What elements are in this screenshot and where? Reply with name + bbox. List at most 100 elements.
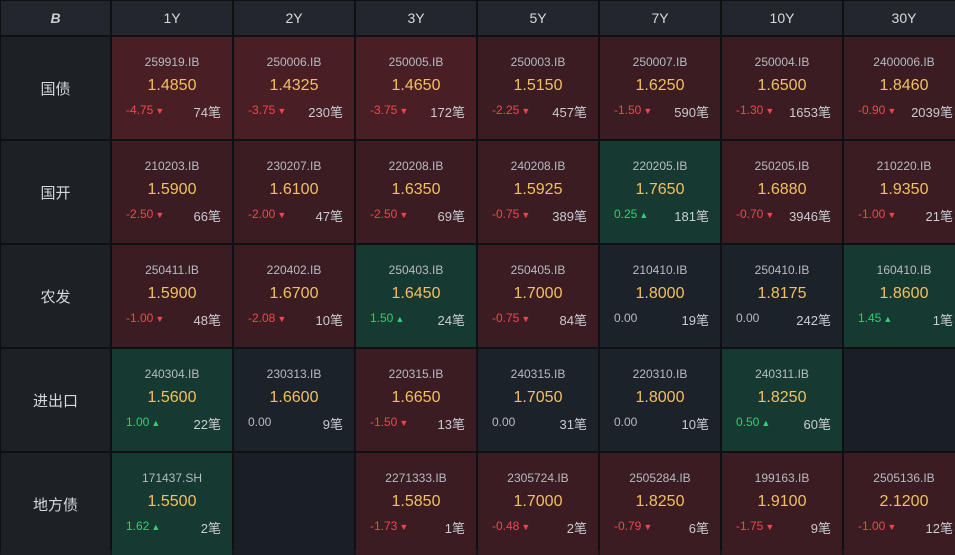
arrow-down-icon: ▼ [277,314,287,324]
bond-cell[interactable]: 210220.IB 1.9350 -1.00 ▼ 21笔 [844,141,955,243]
bond-cell[interactable]: 250005.IB 1.4650 -3.75 ▼ 172笔 [356,37,476,139]
yield-value: 1.7000 [513,285,563,302]
bond-cell[interactable]: 2271333.IB 1.5850 -1.73 ▼ 1笔 [356,453,476,555]
yield-change: -1.50 ▼ [370,415,408,429]
bond-code: 2305724.IB [507,471,569,485]
bond-cell[interactable]: 220205.IB 1.7650 0.25 ▲ 181笔 [600,141,720,243]
bond-cell[interactable]: 240304.IB 1.5600 1.00 ▲ 22笔 [112,349,232,451]
change-value: -1.00 [126,311,154,325]
bond-cell[interactable]: 250007.IB 1.6250 -1.50 ▼ 590笔 [600,37,720,139]
yield-change: 0.00 [614,311,637,325]
bond-cell[interactable]: 2505284.IB 1.8250 -0.79 ▼ 6笔 [600,453,720,555]
column-header-10y[interactable]: 10Y [722,1,842,35]
trade-count: 6笔 [688,521,709,536]
yield-change: -2.00 ▼ [248,207,286,221]
yield-change: -2.08 ▼ [248,311,286,325]
yield-value: 1.9350 [879,181,929,198]
trade-count: 84笔 [559,313,587,328]
yield-change: -0.75 ▼ [492,207,530,221]
yield-value: 1.5900 [147,285,197,302]
bond-code: 210410.IB [632,263,688,277]
bond-cell[interactable]: 259919.IB 1.4850 -4.75 ▼ 74笔 [112,37,232,139]
bond-code: 240208.IB [510,159,566,173]
yield-value: 1.6650 [391,389,441,406]
bond-code: 259919.IB [144,55,200,69]
yield-change: -0.75 ▼ [492,311,530,325]
yield-value: 1.4325 [269,77,319,94]
bond-cell[interactable]: 250003.IB 1.5150 -2.25 ▼ 457笔 [478,37,598,139]
bond-cell[interactable]: 250403.IB 1.6450 1.50 ▲ 24笔 [356,245,476,347]
yield-value: 1.6450 [391,285,441,302]
bond-code: 250004.IB [754,55,810,69]
bond-cell[interactable]: 250411.IB 1.5900 -1.00 ▼ 48笔 [112,245,232,347]
bond-cell[interactable]: 240311.IB 1.8250 0.50 ▲ 60笔 [722,349,842,451]
trade-count: 230笔 [308,105,343,120]
row-label[interactable]: 国开 [1,141,110,243]
bond-cell[interactable]: 220402.IB 1.6700 -2.08 ▼ 10笔 [234,245,354,347]
bond-code: 210220.IB [876,159,932,173]
bond-cell[interactable]: 230207.IB 1.6100 -2.00 ▼ 47笔 [234,141,354,243]
bond-cell[interactable]: 220315.IB 1.6650 -1.50 ▼ 13笔 [356,349,476,451]
yield-value: 1.5925 [513,181,563,198]
bond-cell[interactable]: 210203.IB 1.5900 -2.50 ▼ 66笔 [112,141,232,243]
row-label[interactable]: 国债 [1,37,110,139]
arrow-down-icon: ▼ [521,522,531,532]
bond-cell[interactable]: 210410.IB 1.8000 0.00 19笔 [600,245,720,347]
bond-code: 199163.IB [754,471,810,485]
bond-cell[interactable]: 240208.IB 1.5925 -0.75 ▼ 389笔 [478,141,598,243]
row-label[interactable]: 农发 [1,245,110,347]
yield-change: -1.30 ▼ [736,103,774,117]
bond-cell[interactable]: 2400006.IB 1.8460 -0.90 ▼ 2039笔 [844,37,955,139]
yield-value: 1.5500 [147,493,197,510]
bond-code: 220315.IB [388,367,444,381]
change-value: -1.75 [736,519,764,533]
yield-change: 0.00 [736,311,759,325]
yield-value: 1.4650 [391,77,441,94]
bond-cell[interactable]: 250205.IB 1.6880 -0.70 ▼ 3946笔 [722,141,842,243]
trade-count: 60笔 [803,417,831,432]
bond-code: 250403.IB [388,263,444,277]
change-value: -0.70 [736,207,764,221]
arrow-down-icon: ▼ [765,106,775,116]
bond-cell[interactable]: 230313.IB 1.6600 0.00 9笔 [234,349,354,451]
bond-cell[interactable]: 250405.IB 1.7000 -0.75 ▼ 84笔 [478,245,598,347]
row-label[interactable]: 地方债 [1,453,110,555]
bond-code: 210203.IB [144,159,200,173]
column-header-7y[interactable]: 7Y [600,1,720,35]
bond-code: 220205.IB [632,159,688,173]
bond-cell[interactable]: 240315.IB 1.7050 0.00 31笔 [478,349,598,451]
bond-code: 250411.IB [145,263,199,277]
column-header-3y[interactable]: 3Y [356,1,476,35]
bond-cell[interactable]: 160410.IB 1.8600 1.45 ▲ 1笔 [844,245,955,347]
bond-code: 230313.IB [266,367,322,381]
bond-cell[interactable]: 250006.IB 1.4325 -3.75 ▼ 230笔 [234,37,354,139]
row-label[interactable]: 进出口 [1,349,110,451]
trade-count: 1笔 [444,521,465,536]
change-value: -4.75 [126,103,154,117]
change-value: -1.50 [370,415,398,429]
bond-cell[interactable]: 220208.IB 1.6350 -2.50 ▼ 69笔 [356,141,476,243]
change-value: 0.00 [614,415,638,429]
change-value: 0.00 [736,311,760,325]
column-header-1y[interactable]: 1Y [112,1,232,35]
column-header-2y[interactable]: 2Y [234,1,354,35]
bond-cell[interactable]: 2305724.IB 1.7000 -0.48 ▼ 2笔 [478,453,598,555]
column-header-30y[interactable]: 30Y [844,1,955,35]
column-header-5y[interactable]: 5Y [478,1,598,35]
trade-count: 10笔 [681,417,709,432]
bond-cell[interactable]: 220310.IB 1.8000 0.00 10笔 [600,349,720,451]
arrow-down-icon: ▼ [399,210,409,220]
trade-count: 172笔 [430,105,465,120]
bond-cell[interactable]: 199163.IB 1.9100 -1.75 ▼ 9笔 [722,453,842,555]
change-value: -1.00 [858,207,886,221]
bond-cell[interactable]: 2505136.IB 2.1200 -1.00 ▼ 12笔 [844,453,955,555]
change-value: 0.00 [492,415,516,429]
bond-cell[interactable]: 250410.IB 1.8175 0.00 242笔 [722,245,842,347]
yield-change: -2.50 ▼ [126,207,164,221]
yield-change: -3.75 ▼ [370,103,408,117]
trade-count: 69笔 [437,209,465,224]
bond-cell[interactable]: 250004.IB 1.6500 -1.30 ▼ 1653笔 [722,37,842,139]
yield-change: -0.79 ▼ [614,519,652,533]
bond-cell[interactable]: 171437.SH 1.5500 1.62 ▲ 2笔 [112,453,232,555]
change-value: 0.50 [736,415,760,429]
